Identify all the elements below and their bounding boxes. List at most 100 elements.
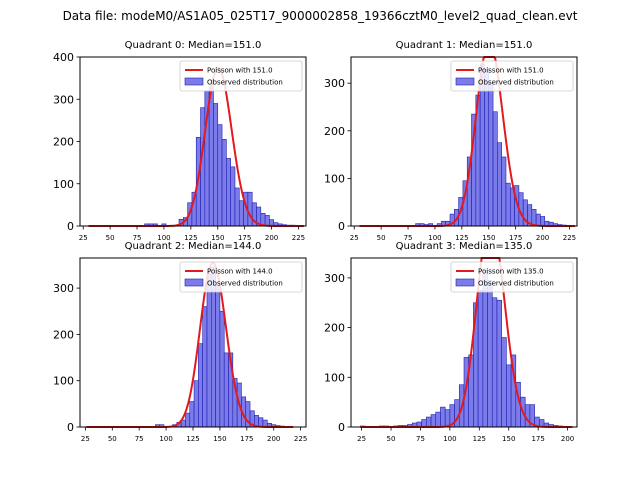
y-tick-label: 100 <box>324 172 345 185</box>
histogram-bar <box>421 419 427 428</box>
histogram-bar <box>506 364 512 428</box>
histogram-bar <box>213 103 219 227</box>
x-tick-label: 75 <box>416 435 425 443</box>
legend-box <box>450 261 574 293</box>
y-tick-label: 100 <box>53 375 74 388</box>
x-tick-label: 175 <box>531 435 544 443</box>
x-tick-label: 25 <box>79 234 88 242</box>
x-tick-label: 25 <box>81 435 90 443</box>
histogram-bar <box>234 187 240 227</box>
histogram-bar <box>482 270 488 428</box>
chart-quadrant-1: Quadrant 1: Median=151.0 25 50 75 100 125 150 1… <box>324 40 578 242</box>
histogram-bar <box>505 182 511 227</box>
axes-frame <box>350 56 578 227</box>
x-tick-label: 50 <box>106 234 115 242</box>
legend-observed-label: Observed distribution <box>207 79 283 87</box>
x-tick-label: 75 <box>135 435 144 443</box>
histogram-bar <box>487 280 493 428</box>
x-tick-label: 50 <box>387 435 396 443</box>
legend-observed-label: Observed distribution <box>207 280 283 288</box>
histogram-bar <box>200 107 206 227</box>
x-tick-label: 100 <box>443 435 456 443</box>
histogram-bar <box>477 290 484 428</box>
histogram-bar <box>501 337 507 428</box>
histogram-bar <box>230 166 236 227</box>
histogram-bar <box>497 142 502 227</box>
x-tick-label: 225 <box>294 435 307 443</box>
x-tick-label: 200 <box>265 234 278 242</box>
histogram-bar <box>531 209 537 227</box>
x-tick-label: 225 <box>563 234 576 242</box>
x-tick-label: 100 <box>157 234 170 242</box>
histogram-bar <box>189 401 195 428</box>
histogram-bar <box>492 111 498 227</box>
x-tick-label: 100 <box>428 234 441 242</box>
y-tick-label: 100 <box>324 371 345 384</box>
legend-fit-label: Poisson with 135.0 <box>478 268 544 276</box>
histogram-bar <box>215 285 221 428</box>
histogram-bar <box>238 200 244 227</box>
histogram-bar <box>484 68 490 227</box>
histogram-bar <box>198 343 203 428</box>
x-tick-label: 150 <box>482 234 495 242</box>
y-tick-label: 300 <box>324 77 345 90</box>
histogram-bar <box>491 297 498 428</box>
chart-quadrant-2: Quadrant 2: Median=144.0 25 50 75 100 125 150 1… <box>53 241 307 443</box>
x-tick-label: 100 <box>159 435 172 443</box>
x-tick-label: 25 <box>350 234 359 242</box>
histogram-bar <box>440 406 446 428</box>
y-tick-label: 300 <box>324 272 345 285</box>
x-tick-label: 125 <box>473 435 486 443</box>
x-tick-label: 150 <box>213 435 226 443</box>
histogram-bar <box>496 299 502 428</box>
y-tick-label: 400 <box>53 51 74 64</box>
legend-box <box>179 261 303 293</box>
histogram-bar <box>264 215 270 227</box>
x-tick-label: 150 <box>502 435 515 443</box>
histogram-bar <box>223 352 229 428</box>
legend: Poisson with 144.0 Observed distribution <box>179 261 303 293</box>
histogram-bar <box>488 82 494 227</box>
histogram-bar <box>202 306 208 428</box>
legend-fit-label: Poisson with 151.0 <box>478 67 544 75</box>
legend-observed-swatch <box>184 77 204 86</box>
chart-title: Quadrant 0: Median=151.0 <box>125 40 262 51</box>
histogram-bar <box>221 139 227 227</box>
legend-box <box>179 60 303 92</box>
histogram-bar <box>444 409 451 428</box>
y-tick-label: 0 <box>67 220 74 233</box>
x-tick-label: 200 <box>536 234 549 242</box>
legend-observed-swatch <box>184 278 204 287</box>
y-tick-label: 0 <box>338 421 345 434</box>
histogram-bar <box>193 380 199 428</box>
axes-frame <box>350 257 578 428</box>
subplots: Quadrant 0: Median=151.0 25 50 75 100 125 150 1… <box>53 40 578 443</box>
histogram-bar <box>247 191 253 227</box>
y-tick-label: 200 <box>324 322 345 335</box>
y-tick-label: 200 <box>53 328 74 341</box>
x-tick-label: 175 <box>509 234 522 242</box>
y-tick-label: 200 <box>53 136 74 149</box>
x-tick-label: 125 <box>184 234 197 242</box>
x-tick-label: 125 <box>186 435 199 443</box>
x-tick-label: 125 <box>455 234 468 242</box>
histogram-bar <box>208 86 214 227</box>
histogram-bar <box>535 213 541 227</box>
legend: Poisson with 135.0 Observed distribution <box>450 261 574 293</box>
histogram-bar <box>430 414 437 428</box>
x-tick-label: 50 <box>377 234 386 242</box>
chart-quadrant-0: Quadrant 0: Median=151.0 25 50 75 100 125 150 1… <box>53 40 307 242</box>
histogram-bar <box>435 411 441 428</box>
legend-fit-label: Poisson with 151.0 <box>207 67 273 75</box>
x-tick-label: 75 <box>404 234 413 242</box>
x-tick-label: 175 <box>240 435 253 443</box>
legend-observed-label: Observed distribution <box>478 280 554 288</box>
x-tick-label: 200 <box>561 435 574 443</box>
histogram-bar <box>219 310 225 428</box>
legend-box <box>450 60 574 92</box>
x-tick-label: 150 <box>211 234 224 242</box>
chart-title: Quadrant 3: Median=135.0 <box>396 241 533 252</box>
histogram-bar <box>217 124 223 227</box>
x-tick-label: 200 <box>267 435 280 443</box>
